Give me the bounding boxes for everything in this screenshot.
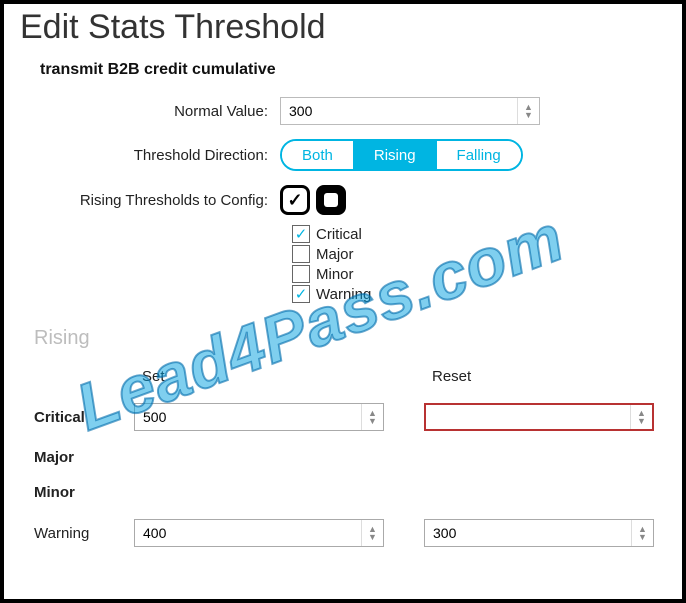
warning-set-input[interactable] (135, 520, 361, 546)
dialog-frame: Edit Stats Threshold transmit B2B credit… (0, 0, 686, 603)
check-critical: ✓ Critical (292, 225, 666, 243)
check-major-box[interactable] (292, 245, 310, 263)
normal-value-input-wrap: ▲ ▼ (280, 97, 540, 125)
critical-set-input[interactable] (135, 404, 361, 430)
normal-value-input[interactable] (281, 98, 517, 124)
direction-segmented: Both Rising Falling (280, 139, 523, 171)
stat-name: transmit B2B credit cumulative (40, 61, 666, 79)
check-critical-box[interactable]: ✓ (292, 225, 310, 243)
critical-set-stepper[interactable]: ▲ ▼ (361, 404, 383, 430)
check-minor: Minor (292, 265, 666, 283)
check-minor-label: Minor (316, 266, 354, 283)
warning-reset-stepper[interactable]: ▲ ▼ (631, 520, 653, 546)
check-warning: ✓ Warning (292, 285, 666, 303)
col-reset: Reset (424, 368, 654, 385)
rising-config-label: Rising Thresholds to Config: (20, 192, 280, 209)
normal-value-stepper[interactable]: ▲ ▼ (517, 98, 539, 124)
row-critical-label: Critical (34, 409, 134, 426)
rising-section-head: Rising (34, 327, 666, 350)
threshold-direction-label: Threshold Direction: (20, 147, 280, 164)
check-warning-box[interactable]: ✓ (292, 285, 310, 303)
critical-reset-wrap: ▲ ▼ (424, 403, 654, 431)
deselect-all-button[interactable] (316, 185, 346, 215)
critical-set-wrap: ▲ ▼ (134, 403, 384, 431)
normal-value-row: Normal Value: ▲ ▼ (20, 97, 666, 125)
check-icon: ✓ (287, 190, 302, 211)
chevron-down-icon: ▼ (368, 417, 377, 425)
critical-reset-input[interactable] (426, 405, 630, 429)
warning-set-stepper[interactable]: ▲ ▼ (361, 520, 383, 546)
direction-both[interactable]: Both (282, 141, 354, 169)
row-minor-label: Minor (34, 484, 134, 501)
check-warning-label: Warning (316, 286, 371, 303)
normal-value-label: Normal Value: (20, 103, 280, 120)
square-icon (324, 193, 338, 207)
chevron-down-icon: ▼ (638, 533, 647, 541)
critical-reset-stepper[interactable]: ▲ ▼ (630, 405, 652, 429)
direction-rising[interactable]: Rising (354, 141, 437, 169)
threshold-check-list: ✓ Critical Major Minor ✓ Warning (292, 225, 666, 303)
check-major: Major (292, 245, 666, 263)
config-toggle-group: ✓ (280, 185, 346, 215)
chevron-down-icon: ▼ (368, 533, 377, 541)
direction-falling[interactable]: Falling (437, 141, 521, 169)
chevron-down-icon: ▼ (524, 111, 533, 119)
row-warning-label: Warning (34, 525, 134, 542)
check-major-label: Major (316, 246, 354, 263)
row-major-label: Major (34, 449, 134, 466)
col-set: Set (134, 368, 384, 385)
warning-reset-wrap: ▲ ▼ (424, 519, 654, 547)
rising-config-row: Rising Thresholds to Config: ✓ (20, 185, 666, 215)
warning-set-wrap: ▲ ▼ (134, 519, 384, 547)
chevron-down-icon: ▼ (637, 417, 646, 425)
check-minor-box[interactable] (292, 265, 310, 283)
check-critical-label: Critical (316, 226, 362, 243)
warning-reset-input[interactable] (425, 520, 631, 546)
select-all-button[interactable]: ✓ (280, 185, 310, 215)
threshold-grid: Set Reset Critical ▲ ▼ ▲ ▼ Major Minor W… (34, 368, 666, 547)
page-title: Edit Stats Threshold (20, 8, 666, 47)
threshold-direction-row: Threshold Direction: Both Rising Falling (20, 139, 666, 171)
